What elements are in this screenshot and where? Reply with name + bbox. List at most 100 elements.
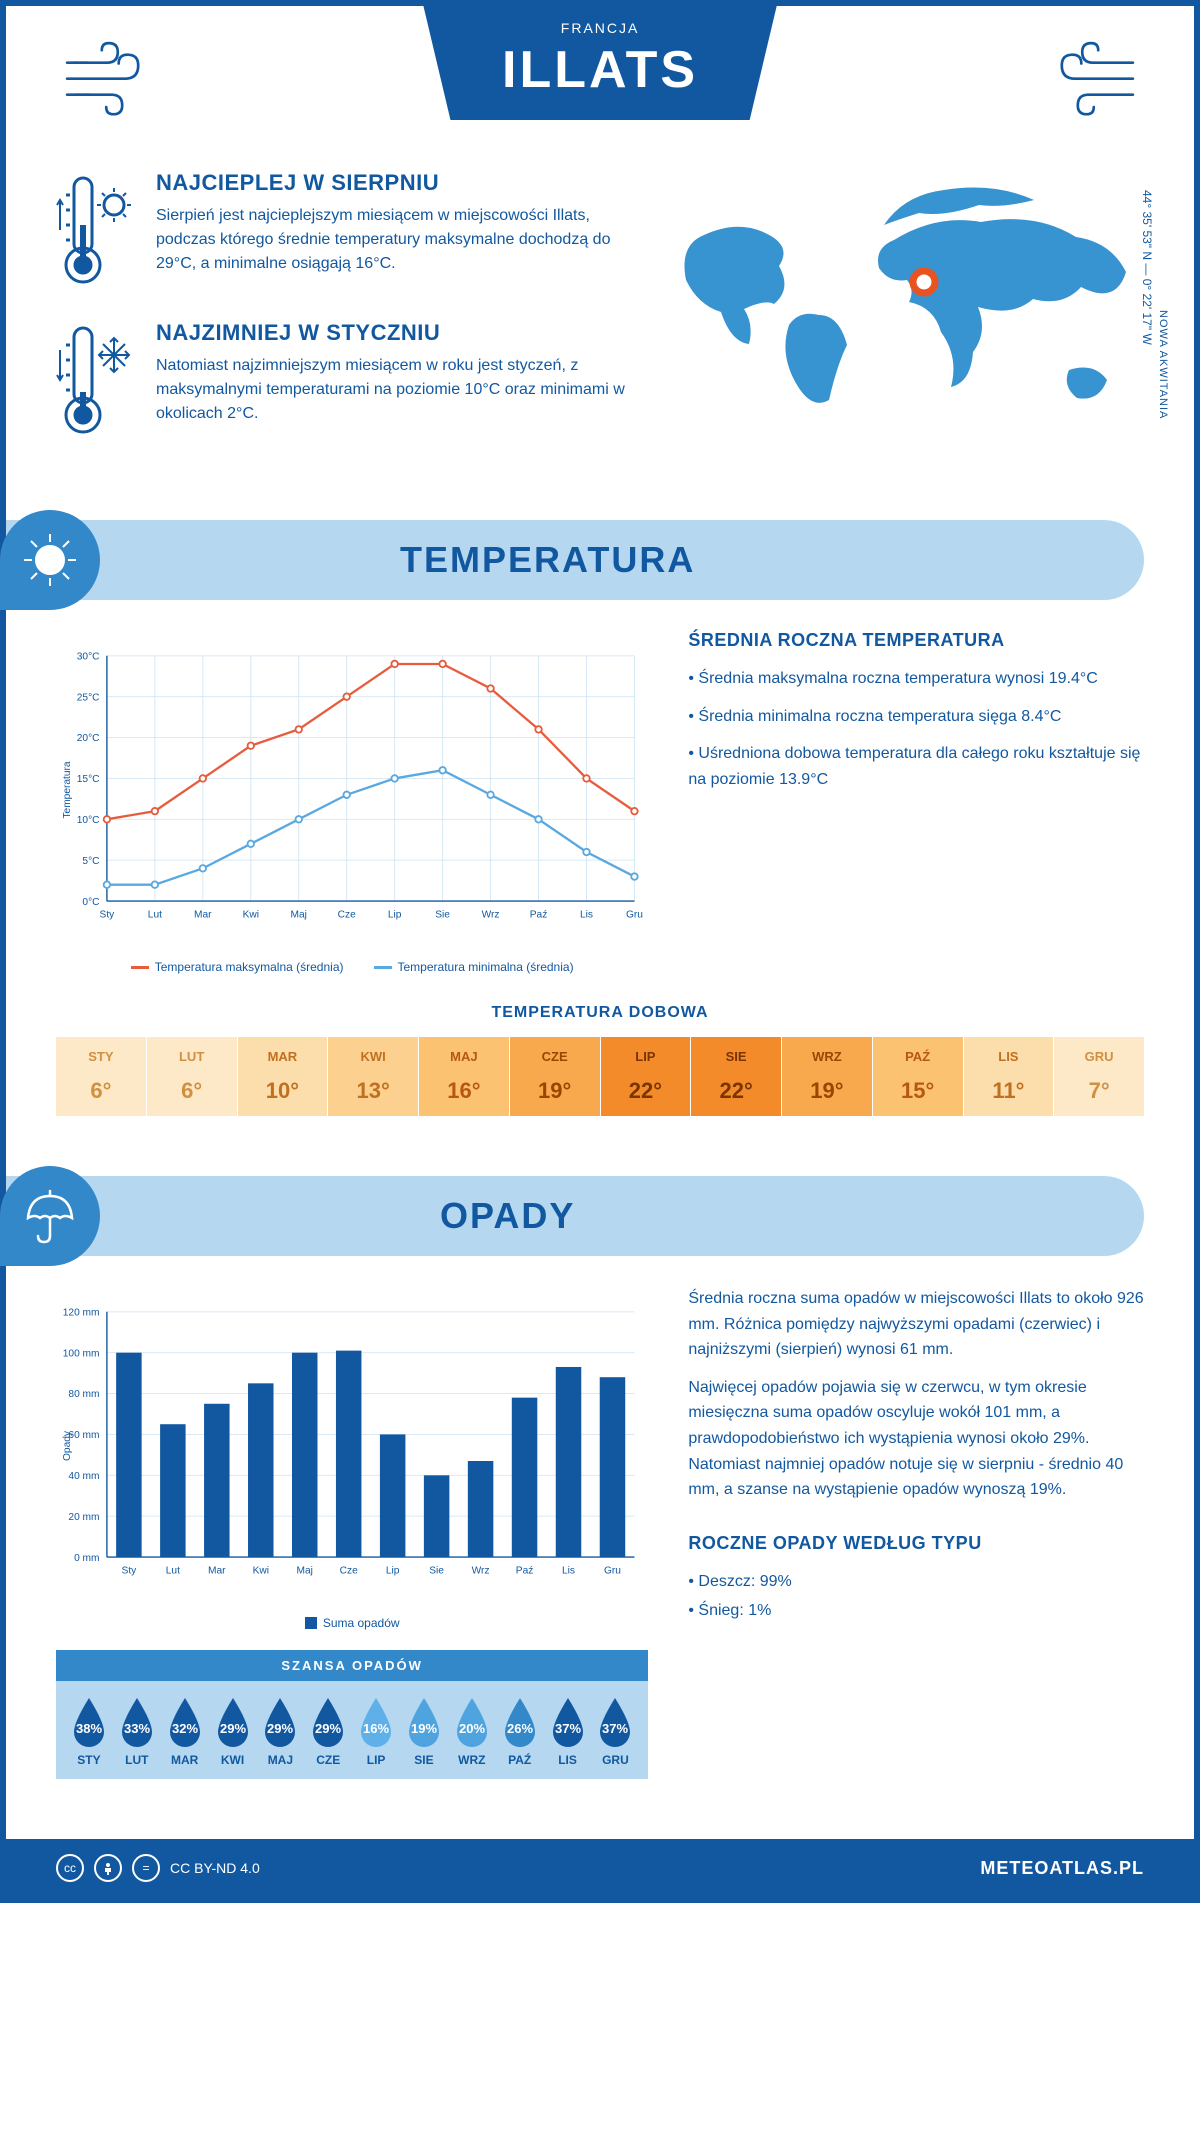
coldest-title: NAJZIMNIEJ W STYCZNIU	[156, 320, 634, 346]
svg-text:25°C: 25°C	[77, 692, 100, 703]
chance-cell: 29%MAJ	[257, 1696, 303, 1767]
chance-cell: 26%PAŹ	[497, 1696, 543, 1767]
svg-text:Sie: Sie	[429, 1566, 444, 1577]
svg-text:Gru: Gru	[604, 1566, 621, 1577]
svg-text:Cze: Cze	[338, 910, 356, 921]
precip-para-2: Najwięcej opadów pojawia się w czerwcu, …	[688, 1375, 1144, 1503]
svg-text:Mar: Mar	[194, 910, 212, 921]
precip-type-2: • Śnieg: 1%	[688, 1598, 1144, 1624]
svg-text:100 mm: 100 mm	[63, 1348, 100, 1359]
chance-cell: 20%WRZ	[449, 1696, 495, 1767]
cc-icon: cc	[56, 1854, 84, 1882]
chance-grid: 38%STY33%LUT32%MAR29%KWI29%MAJ29%CZE16%L…	[56, 1681, 648, 1779]
footer-license: cc = CC BY-ND 4.0	[56, 1854, 260, 1882]
thermometer-cold-icon	[56, 320, 136, 445]
daily-temp-cell: WRZ19°	[782, 1037, 872, 1116]
svg-text:Paź: Paź	[530, 910, 548, 921]
svg-text:Wrz: Wrz	[472, 1566, 490, 1577]
license-text: CC BY-ND 4.0	[170, 1860, 260, 1876]
svg-text:Kwi: Kwi	[243, 910, 259, 921]
daily-temp-cell: GRU7°	[1054, 1037, 1144, 1116]
svg-text:Wrz: Wrz	[482, 910, 500, 921]
svg-text:Gru: Gru	[626, 910, 643, 921]
daily-temp-section: TEMPERATURA DOBOWA STY6°LUT6°MAR10°KWI13…	[6, 1004, 1194, 1156]
svg-text:Paź: Paź	[516, 1566, 534, 1577]
warmest-text: Sierpień jest najcieplejszym miesiącem w…	[156, 204, 634, 276]
temp-bullet-3: • Uśredniona dobowa temperatura dla całe…	[688, 741, 1144, 792]
country-name: FRANCJA	[502, 20, 698, 36]
chance-cell: 32%MAR	[162, 1696, 208, 1767]
chance-cell: 33%LUT	[114, 1696, 160, 1767]
svg-text:60 mm: 60 mm	[68, 1430, 99, 1441]
daily-temp-cell: LUT6°	[147, 1037, 237, 1116]
temperature-body: 0°C5°C10°C15°C20°C25°C30°CStyLutMarKwiMa…	[6, 630, 1194, 1004]
chance-cell: 29%KWI	[210, 1696, 256, 1767]
svg-text:80 mm: 80 mm	[68, 1389, 99, 1400]
chance-cell: 37%LIS	[545, 1696, 591, 1767]
coldest-text: Natomiast najzimniejszym miesiącem w rok…	[156, 354, 634, 426]
coldest-summary: NAJZIMNIEJ W STYCZNIU Natomiast najzimni…	[56, 320, 634, 445]
svg-text:0°C: 0°C	[82, 897, 99, 908]
daily-temp-title: TEMPERATURA DOBOWA	[56, 1004, 1144, 1022]
svg-text:29%: 29%	[267, 1721, 293, 1736]
chance-cell: 16%LIP	[353, 1696, 399, 1767]
footer: cc = CC BY-ND 4.0 METEOATLAS.PL	[6, 1839, 1194, 1897]
map-coordinates: 44° 35' 53" N — 0° 22' 17" W	[1140, 190, 1154, 345]
daily-temp-cell: LIP22°	[601, 1037, 691, 1116]
svg-text:Lut: Lut	[166, 1566, 180, 1577]
temp-bullet-1: • Średnia maksymalna roczna temperatura …	[688, 666, 1144, 692]
daily-temp-cell: KWI13°	[328, 1037, 418, 1116]
wind-icon-left	[46, 6, 186, 116]
chance-cell: 38%STY	[66, 1696, 112, 1767]
nd-icon: =	[132, 1854, 160, 1882]
svg-text:Cze: Cze	[340, 1566, 358, 1577]
temperature-title: TEMPERATURA	[400, 539, 695, 581]
legend-max-label: Temperatura maksymalna (średnia)	[155, 960, 344, 974]
svg-text:29%: 29%	[315, 1721, 341, 1736]
chance-cell: 37%GRU	[592, 1696, 638, 1767]
svg-text:Sty: Sty	[122, 1566, 138, 1577]
temperature-header: TEMPERATURA	[6, 520, 1144, 600]
daily-temp-cell: SIE22°	[691, 1037, 781, 1116]
svg-text:37%: 37%	[602, 1721, 628, 1736]
svg-text:Kwi: Kwi	[253, 1566, 269, 1577]
temp-legend: Temperatura maksymalna (średnia) Tempera…	[56, 960, 648, 974]
daily-temp-cell: MAJ16°	[419, 1037, 509, 1116]
precipitation-bar-chart: 0 mm20 mm40 mm60 mm80 mm100 mm120 mmStyL…	[56, 1286, 648, 1606]
precip-legend: Suma opadów	[56, 1616, 648, 1630]
daily-temp-cell: MAR10°	[238, 1037, 328, 1116]
daily-temp-cell: CZE19°	[510, 1037, 600, 1116]
precipitation-header: OPADY	[6, 1176, 1144, 1256]
precip-para-1: Średnia roczna suma opadów w miejscowośc…	[688, 1286, 1144, 1363]
legend-bar-label: Suma opadów	[323, 1616, 400, 1630]
precip-type-1: • Deszcz: 99%	[688, 1569, 1144, 1595]
svg-text:Maj: Maj	[297, 1566, 313, 1577]
chance-cell: 29%CZE	[305, 1696, 351, 1767]
chance-panel: SZANSA OPADÓW 38%STY33%LUT32%MAR29%KWI29…	[56, 1650, 648, 1779]
svg-text:29%: 29%	[219, 1721, 245, 1736]
svg-text:16%: 16%	[363, 1721, 389, 1736]
svg-text:26%: 26%	[507, 1721, 533, 1736]
svg-text:40 mm: 40 mm	[68, 1471, 99, 1482]
svg-text:Mar: Mar	[208, 1566, 226, 1577]
svg-text:33%: 33%	[124, 1721, 150, 1736]
svg-text:Lip: Lip	[388, 910, 402, 921]
title-banner: ILLATS FRANCJA	[422, 0, 778, 120]
warmest-title: NAJCIEPLEJ W SIERPNIU	[156, 170, 634, 196]
svg-text:Maj: Maj	[291, 910, 307, 921]
thermometer-hot-icon	[56, 170, 136, 295]
temp-bullet-2: • Średnia minimalna roczna temperatura s…	[688, 704, 1144, 730]
svg-text:Opady: Opady	[62, 1430, 73, 1461]
svg-text:19%: 19%	[411, 1721, 437, 1736]
legend-min-label: Temperatura minimalna (średnia)	[398, 960, 574, 974]
daily-temp-cell: STY6°	[56, 1037, 146, 1116]
daily-temp-cell: PAŹ15°	[873, 1037, 963, 1116]
svg-text:Lip: Lip	[386, 1566, 400, 1577]
annual-temp-title: ŚREDNIA ROCZNA TEMPERATURA	[688, 630, 1144, 651]
svg-text:Sty: Sty	[100, 910, 116, 921]
svg-text:20°C: 20°C	[77, 733, 100, 744]
umbrella-icon	[0, 1166, 100, 1266]
warmest-summary: NAJCIEPLEJ W SIERPNIU Sierpień jest najc…	[56, 170, 634, 295]
wind-icon-right	[1014, 6, 1154, 116]
by-icon	[94, 1854, 122, 1882]
